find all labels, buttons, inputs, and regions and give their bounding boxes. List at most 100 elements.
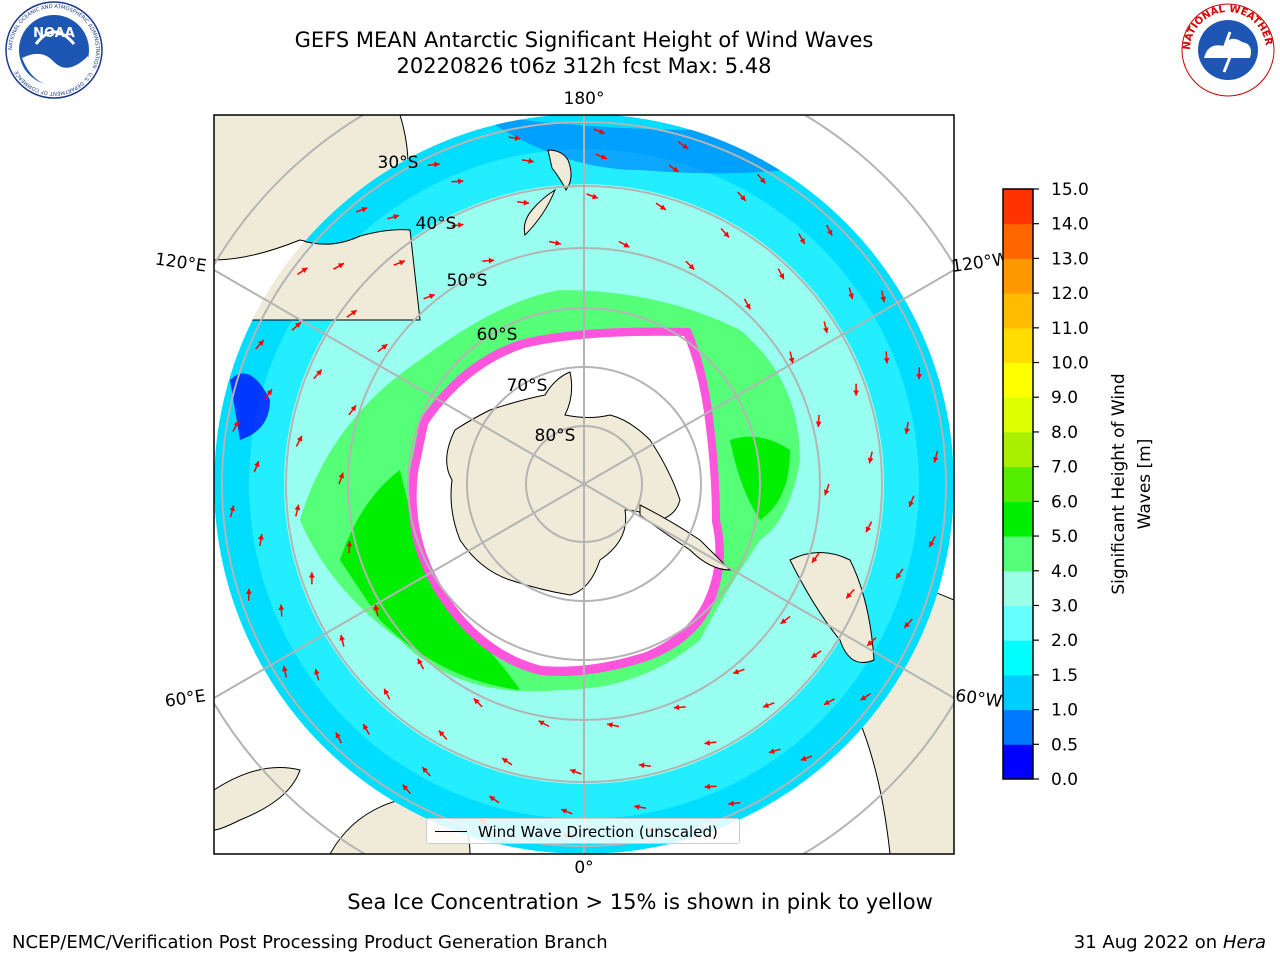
wind-arrow-head-icon <box>867 457 874 464</box>
wind-arrow-head-icon <box>266 389 272 396</box>
wind-arrow-head-icon <box>402 784 409 791</box>
wind-arrow-head-icon <box>301 267 308 274</box>
wind-arrow-head-icon <box>846 592 852 599</box>
wind-arrow-head-icon <box>428 293 435 300</box>
wind-arrow-head-icon <box>528 158 534 164</box>
wind-arrow-head-icon <box>350 405 357 412</box>
wind-arrow-head-icon <box>848 293 854 300</box>
wind-wave-arrows <box>229 128 939 840</box>
wind-arrow-head-icon <box>438 730 445 737</box>
wind-arrow-head-icon <box>570 768 577 775</box>
lat-label-30s: 30°S <box>378 153 419 173</box>
wind-arrow-head-icon <box>488 257 495 264</box>
wind-arrow-head-icon <box>561 808 568 814</box>
wind-arrow-head-icon <box>682 143 689 149</box>
wind-arrow-head-icon <box>514 135 521 141</box>
wind-arrow-head-icon <box>904 622 910 628</box>
wind-arrow-head-icon <box>258 534 264 540</box>
wind-arrow-head-icon <box>233 420 239 427</box>
wind-arrow-head-icon <box>523 199 530 206</box>
wind-arrow-head-icon <box>723 231 730 238</box>
lat-label-40s: 40°S <box>416 214 457 234</box>
wind-arrow-head-icon <box>309 572 315 578</box>
wind-arrow-head-icon <box>502 758 509 764</box>
nws-logo-icon: NATIONAL WEATHER SERVICE <box>1180 2 1275 97</box>
wind-arrow-head-icon <box>823 327 829 334</box>
wind-arrow-head-icon <box>361 206 368 213</box>
wind-arrow-head-icon <box>254 461 260 468</box>
noaa-logo-text: NOAA <box>33 26 75 41</box>
wind-arrow-head-icon <box>824 699 831 705</box>
wind-arrow-head-icon <box>788 357 795 364</box>
wind-arrow-head-icon <box>823 489 830 496</box>
wind-arrow-head-icon <box>607 722 613 728</box>
wind-arrow-head-icon <box>904 428 910 434</box>
wind-arrow-head-icon <box>659 204 666 210</box>
wind-arrow-head-icon <box>867 640 873 646</box>
wind-arrow-head-icon <box>688 263 695 270</box>
run-date: 31 Aug 2022 on <box>1073 932 1218 953</box>
meridian-label-120e: 120°E <box>154 250 208 277</box>
wind-arrow-head-icon <box>768 748 775 754</box>
wind-arrow-head-icon <box>672 166 679 172</box>
meridian-label-120w: 120°W <box>950 249 1010 277</box>
wind-arrow-head-icon <box>363 724 369 731</box>
legend-line-icon <box>435 831 467 832</box>
wind-arrow-head-icon <box>591 193 598 200</box>
wind-arrow-head-icon <box>294 504 301 511</box>
wind-arrow-head-icon <box>278 604 285 610</box>
wind-arrow-head-icon <box>258 340 264 346</box>
wind-arrow-head-icon <box>740 195 746 201</box>
map-frame <box>213 114 955 855</box>
wind-arrow-head-icon <box>245 588 252 595</box>
wind-arrow-head-icon <box>763 702 770 708</box>
wind-arrow-head-icon <box>393 214 400 220</box>
wind-arrow-head-icon <box>916 373 923 380</box>
wind-arrow-head-icon <box>598 128 605 135</box>
wind-arrow-head-icon <box>314 668 320 675</box>
wind-arrow-head-icon <box>373 604 380 611</box>
wind-arrow-head-icon <box>728 800 734 807</box>
meridian-label-60e: 60°E <box>164 686 207 711</box>
lat-label-50s: 50°S <box>447 271 488 291</box>
wind-arrow-head-icon <box>434 161 440 168</box>
wind-arrow-head-icon <box>458 178 464 185</box>
wind-arrow-head-icon <box>457 222 464 229</box>
wind-arrow-head-icon <box>600 154 607 160</box>
wind-arrow-head-icon <box>381 344 388 350</box>
map-legend: Wind Wave Direction (unscaled) <box>426 818 740 844</box>
wind-arrow-head-icon <box>704 783 710 790</box>
lat-label-60s: 60°S <box>477 325 518 345</box>
wind-arrow-head-icon <box>346 541 353 547</box>
wind-arrow-head-icon <box>337 263 344 269</box>
wind-arrow-head-icon <box>282 665 288 672</box>
wind-arrow-head-icon <box>853 390 859 396</box>
wind-arrow-head-icon <box>338 472 345 479</box>
wind-arrow-head-icon <box>489 796 496 802</box>
wind-arrow-head-icon <box>704 739 711 746</box>
wind-arrow-head-icon <box>883 358 890 364</box>
wind-arrow-head-icon <box>473 698 480 705</box>
wind-arrow-head-icon <box>811 556 818 563</box>
meridian-label-0: 0° <box>574 858 593 878</box>
wind-arrow-head-icon <box>799 237 805 244</box>
lat-label-70s: 70°S <box>507 376 548 396</box>
wind-arrow-head-icon <box>815 421 822 427</box>
wind-arrow-head-icon <box>811 652 818 658</box>
wind-arrow-head-icon <box>932 456 939 463</box>
wind-arrow-head-icon <box>350 310 357 316</box>
wind-arrow-head-icon <box>673 704 680 711</box>
wind-arrow-head-icon <box>780 618 787 624</box>
wind-arrow-head-icon <box>827 229 833 236</box>
wind-arrow-head-icon <box>880 296 886 303</box>
noaa-logo-icon: NOAA NATIONAL OCEANIC AND ATMOSPHERIC AD… <box>5 1 103 99</box>
wind-arrow-head-icon <box>422 767 428 773</box>
wind-arrow-head-icon <box>733 668 740 675</box>
wind-arrow-head-icon <box>745 303 751 310</box>
wind-arrow-head-icon <box>865 526 871 533</box>
chart-subtitle: 20220826 t06z 312h fcst Max: 5.48 <box>396 54 772 78</box>
wind-arrow-head-icon <box>860 694 867 701</box>
wind-arrow-head-icon <box>297 435 303 442</box>
wind-arrow-head-icon <box>908 500 914 507</box>
